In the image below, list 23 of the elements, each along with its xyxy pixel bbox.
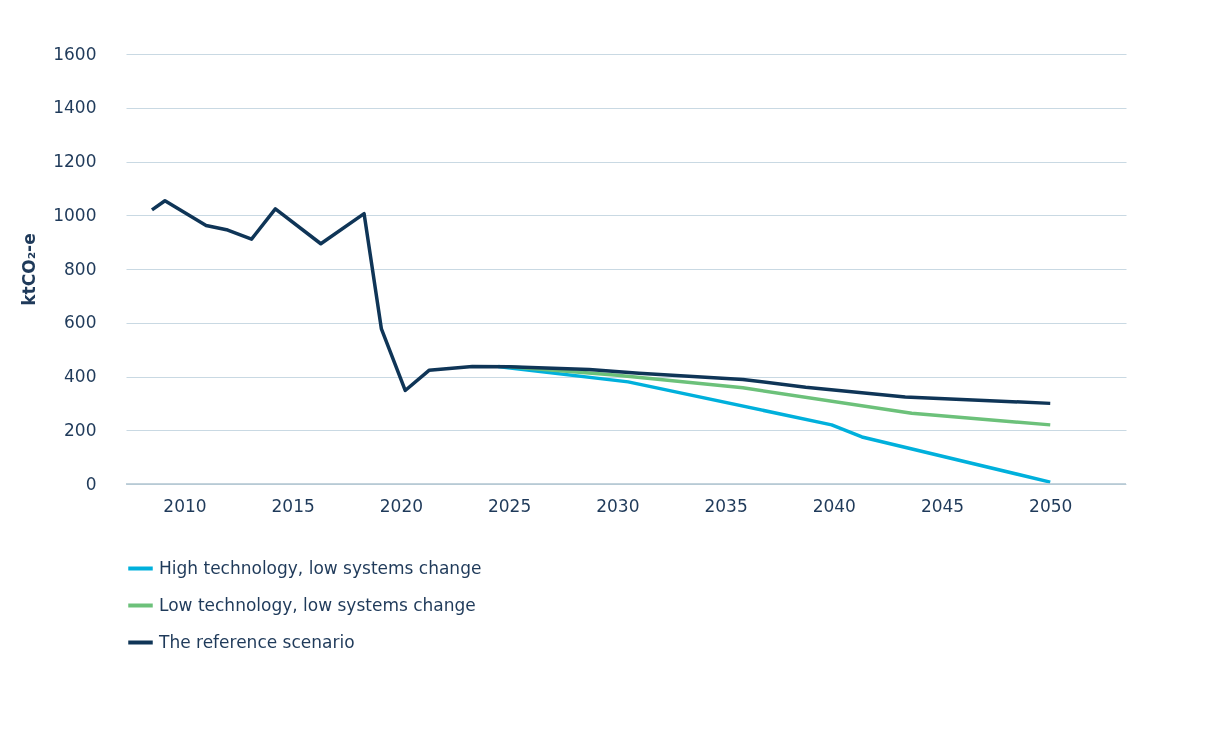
- y-tick-label: 1000: [53, 204, 97, 225]
- x-tick-label: 2015: [271, 495, 315, 516]
- x-tick-label: 2035: [704, 495, 748, 516]
- y-axis-title: ktCO₂-e: [19, 233, 40, 306]
- y-tick-label: 1400: [53, 97, 97, 118]
- y-tick-label: 600: [64, 312, 97, 333]
- x-tick-label: 2050: [1029, 495, 1073, 516]
- y-tick-label: 0: [85, 473, 97, 494]
- y-tick-label: 200: [64, 419, 97, 440]
- x-tick-label: 2040: [812, 495, 856, 516]
- y-tick-label: 1600: [53, 43, 97, 64]
- y-tick-label: 400: [64, 366, 97, 386]
- x-tick-label: 2030: [596, 495, 640, 516]
- x-tick-label: 2020: [379, 495, 424, 516]
- y-tick-label: 1200: [53, 151, 97, 171]
- legend-label: High technology, low systems change: [159, 557, 482, 578]
- line-series: [150, 198, 1052, 406]
- legend-label: Low technology, low systems change: [159, 594, 476, 615]
- x-tick-label: 2010: [163, 495, 207, 516]
- x-tick-label: 2025: [487, 495, 532, 516]
- x-tick-label: 2045: [920, 495, 965, 516]
- legend-label: The reference scenario: [158, 631, 355, 652]
- y-tick-label: 800: [64, 258, 97, 279]
